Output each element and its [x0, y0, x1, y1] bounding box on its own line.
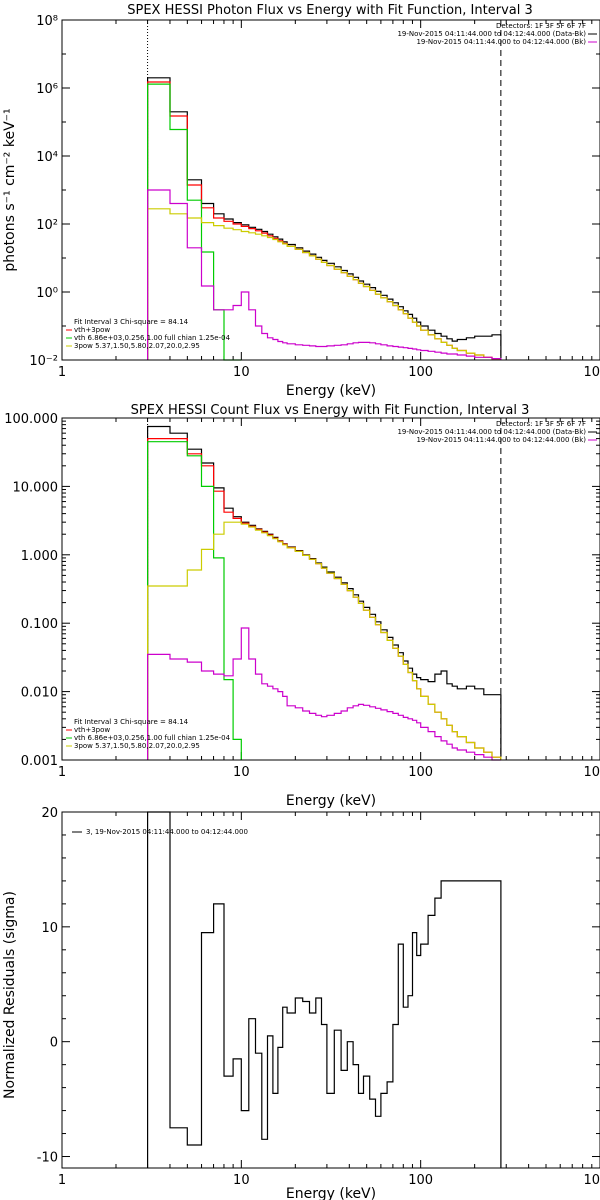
y-tick-label: 10: [41, 921, 58, 936]
legend-left-entry: Fit Interval 3 Chi-square = 84.14: [74, 318, 189, 326]
count-flux-panel: SPEX HESSI Count Flux vs Energy with Fit…: [4, 403, 600, 809]
count-flux-xlabel: Energy (keV): [286, 793, 376, 809]
histogram-series-4: [147, 189, 502, 360]
photon-flux-axes-frame: [61, 19, 600, 361]
y-tick-label: 10⁸: [36, 14, 58, 29]
x-tick-label: 10: [233, 765, 250, 780]
histogram-series-2: [147, 441, 242, 760]
count-flux-ticks: 1 10 100 1000 0.001 0.010 0.100 1.000 10.000 100.…: [4, 412, 600, 780]
residuals-xlabel: Energy (keV): [286, 1186, 376, 1200]
x-tick-label: 10: [233, 365, 250, 380]
legend-right-entry: Detectors: 1F 3F 5F 6F 7F: [496, 22, 586, 30]
y-tick-label: 10⁶: [36, 82, 58, 97]
legend-right-entry: 19-Nov-2015 04:11:44.000 to 04:12:44.000…: [416, 436, 586, 444]
count-flux-axes-frame: [61, 417, 600, 761]
y-tick-label: 10⁻²: [29, 354, 58, 369]
x-tick-label: 1: [58, 1173, 66, 1188]
photon-flux-xlabel: Energy (keV): [286, 383, 376, 399]
count-flux-legend-left: Fit Interval 3 Chi-square = 84.14vth+3po…: [66, 718, 231, 750]
legend-left-entry: vth+3pow: [74, 726, 110, 734]
y-tick-label: 20: [41, 806, 58, 821]
photon-flux-plot-area: [147, 20, 502, 361]
count-flux-title: SPEX HESSI Count Flux vs Energy with Fit…: [131, 403, 530, 418]
x-tick-label: 10: [233, 1173, 250, 1188]
photon-flux-panel: SPEX HESSI Photon Flux vs Energy with Fi…: [2, 3, 600, 399]
legend-right-entry: 19-Nov-2015 04:11:44.000 to 04:12:44.000…: [397, 30, 586, 38]
histogram-series-0: [147, 425, 502, 760]
photon-flux-ticks: 1 10 100 1000 10⁻² 10⁰ 10² 10⁴ 10⁶ 10⁸: [29, 14, 600, 380]
y-tick-label: 0.100: [21, 617, 58, 632]
histogram-series-1: [147, 438, 502, 760]
legend-right-entry: 19-Nov-2015 04:11:44.000 to 04:12:44.000…: [416, 38, 586, 46]
legend-left-entry: vth 6.86e+03,0.256,1.00 full chian 1.25e…: [74, 734, 231, 742]
y-tick-label: 0: [50, 1036, 58, 1051]
x-tick-label: 100: [408, 765, 433, 780]
x-tick-label: 1: [58, 365, 66, 380]
histogram-series-0: [147, 811, 502, 1168]
photon-flux-ylabel: photons s⁻¹ cm⁻² keV⁻¹: [2, 108, 18, 271]
x-tick-label: 1000: [583, 1173, 600, 1188]
y-tick-label: 10⁰: [36, 286, 58, 301]
x-tick-label: 1000: [583, 365, 600, 380]
legend-left-entry: 3, 19-Nov-2015 04:11:44.000 to 04:12:44.…: [86, 828, 248, 836]
y-tick-label: 0.001: [21, 754, 58, 769]
x-tick-label: 100: [408, 365, 433, 380]
photon-flux-title: SPEX HESSI Photon Flux vs Energy with Fi…: [127, 3, 533, 18]
histogram-series-3: [147, 208, 502, 360]
y-tick-label: 10⁴: [36, 150, 58, 165]
legend-left-entry: 3pow 5.37,1.50,5.80,2.07,20.0,2.95: [74, 342, 200, 350]
histogram-series-4: [147, 627, 501, 761]
x-tick-label: 1000: [583, 765, 600, 780]
histogram-series-1: [147, 81, 502, 360]
residuals-axes-frame: [61, 811, 600, 1169]
legend-right-entry: Detectors: 1F 3F 5F 6F 7F: [496, 420, 586, 428]
histogram-series-3: [147, 521, 502, 760]
y-tick-label: 1.000: [21, 549, 58, 564]
residuals-plot-area: [147, 811, 502, 1168]
x-tick-label: 1: [58, 765, 66, 780]
residuals-panel: Energy (keV) Normalized Residuals (sigma…: [2, 806, 600, 1200]
residuals-ylabel: Normalized Residuals (sigma): [2, 891, 18, 1099]
y-tick-label: -10: [37, 1151, 58, 1166]
residuals-legend: 3, 19-Nov-2015 04:11:44.000 to 04:12:44.…: [72, 828, 248, 836]
photon-flux-legend-left: Fit Interval 3 Chi-square = 84.14vth+3po…: [66, 318, 231, 350]
legend-left-entry: Fit Interval 3 Chi-square = 84.14: [74, 718, 189, 726]
legend-left-entry: vth 6.86e+03,0.256,1.00 full chian 1.25e…: [74, 334, 231, 342]
legend-left-entry: 3pow 5.37,1.50,5.80,2.07,20.0,2.95: [74, 742, 200, 750]
legend-left-entry: vth+3pow: [74, 326, 110, 334]
y-tick-label: 10²: [36, 218, 58, 233]
y-tick-label: 10.000: [13, 480, 59, 495]
legend-right-entry: 19-Nov-2015 04:11:44.000 to 04:12:44.000…: [397, 428, 586, 436]
residuals-ticks: 1 10 100 1000 -10 0 10 20: [37, 806, 600, 1188]
y-tick-label: 100.000: [4, 412, 58, 427]
y-tick-label: 0.010: [21, 686, 58, 701]
histogram-series-0: [147, 77, 502, 360]
x-tick-label: 100: [408, 1173, 433, 1188]
histogram-series-2: [147, 83, 242, 361]
count-flux-plot-area: [147, 418, 502, 761]
